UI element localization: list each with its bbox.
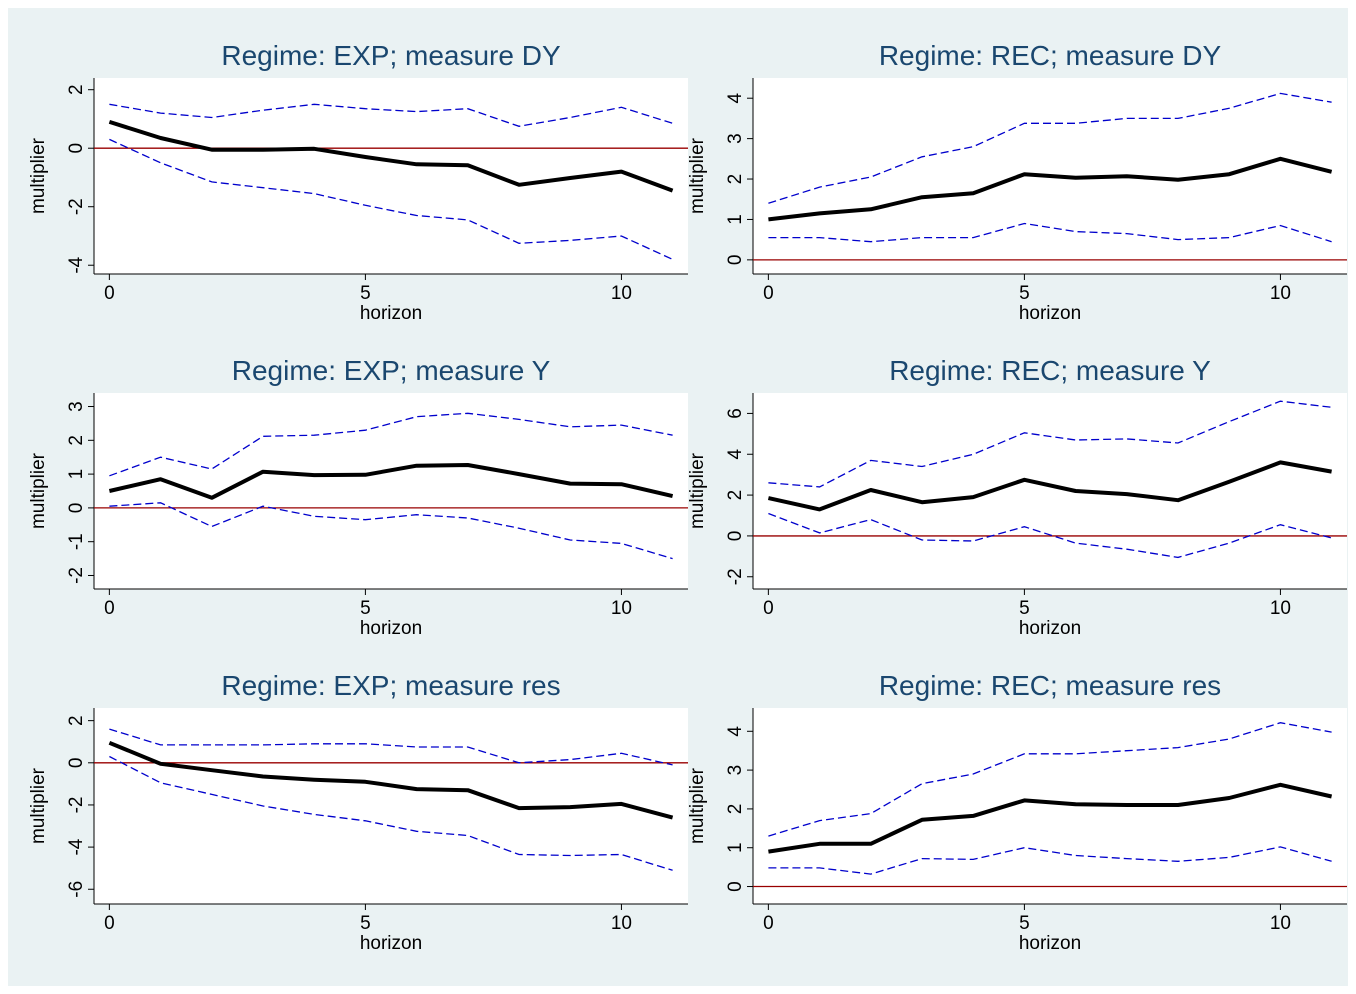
- series-upper-line: [109, 103, 673, 127]
- y-tick-label-0: 0: [66, 758, 87, 769]
- series-upper-line: [768, 92, 1332, 204]
- chart-title: Regime: EXP; measure res: [221, 670, 560, 701]
- y-tick-label--2: -2: [66, 796, 87, 813]
- x-tick-label-0: 0: [763, 913, 774, 934]
- chart-panel-3: Regime: EXP; measure Y -2 -1 0 1 2 3 0 5 10 horizo…: [28, 355, 688, 639]
- x-tick-label-10: 10: [1270, 283, 1291, 304]
- y-axis-label: multiplier: [28, 452, 49, 529]
- y-tick-label-1: 1: [66, 469, 87, 480]
- x-tick-label-5: 5: [1019, 913, 1030, 934]
- series-estimate-line: [767, 460, 1332, 512]
- y-tick-label-2: 2: [725, 490, 746, 501]
- x-tick-label-10: 10: [611, 598, 632, 619]
- x-tick-label-0: 0: [104, 913, 115, 934]
- chart-panel-4: Regime: REC; measure Y -2 0 2 4 6 0 5 10 horizon m…: [687, 355, 1347, 639]
- y-tick-label-0: 0: [725, 255, 746, 266]
- y-tick-label--1: -1: [66, 533, 87, 550]
- x-axis-label: horizon: [360, 303, 422, 324]
- y-tick-label--4: -4: [66, 838, 87, 855]
- y-tick-label-0: 0: [725, 531, 746, 542]
- x-tick-label-0: 0: [104, 283, 115, 304]
- x-axis-label: horizon: [360, 933, 422, 954]
- chart-title: Regime: EXP; measure DY: [221, 40, 561, 71]
- chart-panel-1: Regime: EXP; measure DY -4 -2 0 2 0 5 10 horizon…: [28, 40, 688, 324]
- chart-title: Regime: REC; measure Y: [889, 355, 1211, 386]
- x-tick-label-10: 10: [1270, 598, 1291, 619]
- y-tick-label--4: -4: [66, 256, 87, 273]
- x-tick-label-5: 5: [360, 598, 371, 619]
- series-estimate-line: [108, 119, 674, 193]
- y-tick-label-0: 0: [725, 881, 746, 892]
- x-axis-label: horizon: [1019, 618, 1081, 639]
- x-axis-label: horizon: [1019, 933, 1081, 954]
- y-tick-label-1: 1: [725, 842, 746, 853]
- x-tick-label-0: 0: [763, 283, 774, 304]
- y-tick-label-0: 0: [66, 503, 87, 514]
- x-tick-label-5: 5: [1019, 283, 1030, 304]
- x-tick-label-10: 10: [1270, 913, 1291, 934]
- chart-title: Regime: EXP; measure Y: [232, 355, 551, 386]
- plot-area: [753, 393, 1347, 589]
- y-axis-label: multiplier: [28, 767, 49, 844]
- figure-background: Regime: EXP; measure DY -4 -2 0 2 0 5 10 horizon…: [8, 8, 1348, 986]
- y-tick-label-3: 3: [725, 765, 746, 776]
- y-axis-label: multiplier: [687, 767, 708, 844]
- series-estimate-line: [108, 740, 674, 820]
- x-tick-label-5: 5: [360, 283, 371, 304]
- series-upper-line: [109, 728, 673, 766]
- series-estimate-line: [768, 156, 1333, 222]
- chart-panel-6: Regime: REC; measure res 0 1 2 3 4 0 5 10 horizon…: [687, 670, 1347, 954]
- series-lower-line: [109, 755, 673, 871]
- y-tick-label-2: 2: [725, 804, 746, 815]
- series-lower-line: [768, 846, 1332, 875]
- series-upper-line: [109, 412, 673, 477]
- y-tick-label--2: -2: [66, 567, 87, 584]
- series-lower-line: [109, 138, 673, 260]
- x-tick-label-10: 10: [611, 283, 632, 304]
- y-tick-label-2: 2: [66, 84, 87, 95]
- series-estimate-line: [108, 463, 674, 500]
- x-axis-label: horizon: [1019, 303, 1081, 324]
- series-lower-line: [768, 512, 1332, 559]
- plot-area: [94, 393, 688, 589]
- y-tick-label-4: 4: [725, 92, 746, 103]
- x-tick-label-0: 0: [104, 598, 115, 619]
- y-tick-label--2: -2: [725, 568, 746, 585]
- y-axis-label: multiplier: [687, 137, 708, 214]
- chart-title: Regime: REC; measure DY: [879, 40, 1222, 71]
- chart-title: Regime: REC; measure res: [879, 670, 1221, 701]
- series-upper-line: [768, 400, 1332, 488]
- y-tick-label-0: 0: [66, 143, 87, 154]
- y-tick-label--6: -6: [66, 881, 87, 898]
- x-tick-label-5: 5: [360, 913, 371, 934]
- y-axis-label: multiplier: [28, 137, 49, 214]
- x-tick-label-5: 5: [1019, 598, 1030, 619]
- y-tick-label-1: 1: [725, 214, 746, 225]
- series-estimate-line: [768, 782, 1333, 854]
- y-tick-label-4: 4: [725, 449, 746, 460]
- chart-panel-2: Regime: REC; measure DY 0 1 2 3 4 0 5 10 horizon m…: [687, 40, 1347, 324]
- y-tick-label-3: 3: [66, 401, 87, 412]
- chart-panel-5: Regime: EXP; measure res -6 -4 -2 0 2 0 5 10 hori…: [28, 670, 688, 954]
- y-tick-label-2: 2: [725, 174, 746, 185]
- series-lower-line: [109, 502, 673, 560]
- series-upper-line: [768, 722, 1332, 837]
- y-axis-label: multiplier: [687, 452, 708, 529]
- plot-area: [753, 708, 1347, 904]
- x-tick-label-0: 0: [763, 598, 774, 619]
- x-tick-label-10: 10: [611, 913, 632, 934]
- y-tick-label-4: 4: [725, 726, 746, 737]
- y-tick-label-2: 2: [66, 435, 87, 446]
- y-tick-label-6: 6: [725, 408, 746, 419]
- y-tick-label-2: 2: [66, 715, 87, 726]
- y-tick-label-3: 3: [725, 133, 746, 144]
- x-axis-label: horizon: [360, 618, 422, 639]
- y-tick-label--2: -2: [66, 198, 87, 215]
- series-lower-line: [768, 222, 1332, 243]
